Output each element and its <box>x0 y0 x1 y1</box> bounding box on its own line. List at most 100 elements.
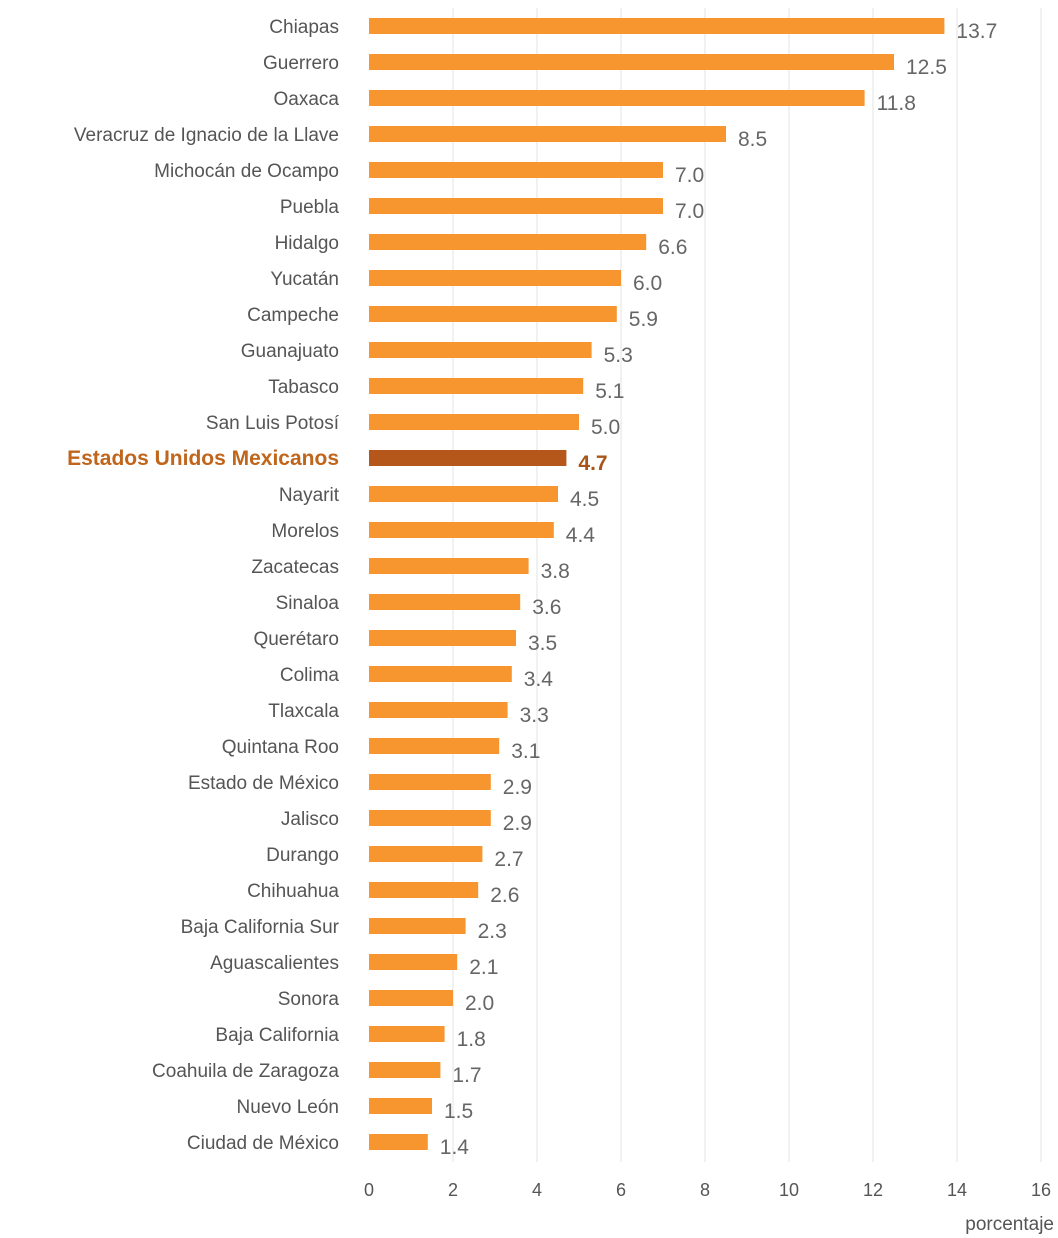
value-label: 8.5 <box>738 128 767 151</box>
value-label: 2.0 <box>465 992 494 1015</box>
category-label: Chihuahua <box>247 881 339 902</box>
category-label: Colima <box>280 665 340 686</box>
value-label: 6.0 <box>633 272 662 295</box>
bar <box>369 414 579 430</box>
x-tick-label: 12 <box>863 1180 883 1200</box>
category-label: Quintana Roo <box>222 737 339 758</box>
value-label: 1.5 <box>444 1100 473 1123</box>
x-tick-label: 4 <box>532 1180 542 1200</box>
category-label: Tabasco <box>268 377 339 398</box>
bar <box>369 306 617 322</box>
bar <box>369 1098 432 1114</box>
value-labels: 13.7 12.5 11.8 8.5 7.0 7.0 6.6 6.0 5.9 5.3 5.1 5.0 4… <box>440 20 997 1159</box>
category-labels: Chiapas Guerrero Oaxaca Veracruz de Ignacio… <box>67 17 340 1154</box>
bar <box>369 162 663 178</box>
bar <box>369 846 483 862</box>
category-label: Veracruz de Ignacio de la Llave <box>74 125 339 146</box>
value-label: 5.1 <box>595 380 624 403</box>
value-label: 5.0 <box>591 416 620 439</box>
value-label: 2.1 <box>469 956 498 979</box>
bars <box>369 18 945 1150</box>
value-label: 7.0 <box>675 164 704 187</box>
value-label: 6.6 <box>658 236 687 259</box>
bar <box>369 54 894 70</box>
category-label: Querétaro <box>253 629 339 650</box>
bar <box>369 486 558 502</box>
value-label: 3.4 <box>524 668 554 691</box>
value-label: 11.8 <box>877 92 916 115</box>
value-label: 2.6 <box>490 884 519 907</box>
bar <box>369 90 865 106</box>
bar <box>369 882 479 898</box>
x-tick-label: 8 <box>700 1180 710 1200</box>
bar <box>369 342 592 358</box>
category-label: Morelos <box>271 521 339 542</box>
value-label: 2.7 <box>494 848 523 871</box>
value-label: 7.0 <box>675 200 704 223</box>
category-label: Chiapas <box>269 17 339 38</box>
category-label: Michocán de Ocampo <box>154 161 339 182</box>
x-axis-title: porcentaje <box>965 1214 1054 1235</box>
category-label: Aguascalientes <box>210 953 339 974</box>
value-label: 5.3 <box>604 344 633 367</box>
category-label: Baja California <box>215 1025 339 1046</box>
bar <box>369 594 521 610</box>
bar <box>369 558 529 574</box>
category-label-highlight: Estados Unidos Mexicanos <box>67 447 339 470</box>
category-label: Jalisco <box>281 809 339 830</box>
value-label: 4.5 <box>570 488 599 511</box>
bar <box>369 1062 441 1078</box>
value-label: 2.9 <box>503 776 532 799</box>
category-label: Coahuila de Zaragoza <box>152 1061 339 1082</box>
category-label: Zacatecas <box>251 557 339 578</box>
x-tick-label: 6 <box>616 1180 626 1200</box>
bar-highlight <box>369 450 567 466</box>
x-tick-label: 0 <box>364 1180 374 1200</box>
category-label: Oaxaca <box>274 89 340 110</box>
bar <box>369 378 584 394</box>
category-label: Baja California Sur <box>181 917 340 938</box>
x-tick-label: 2 <box>448 1180 458 1200</box>
value-label: 3.8 <box>541 560 570 583</box>
value-label: 3.6 <box>532 596 561 619</box>
bar <box>369 198 663 214</box>
bar <box>369 630 516 646</box>
category-label: Yucatán <box>270 269 339 290</box>
category-label: Nayarit <box>279 485 340 506</box>
category-label: Durango <box>266 845 339 866</box>
category-label: Tlaxcala <box>268 701 339 722</box>
category-label: San Luis Potosí <box>206 413 340 434</box>
value-label: 2.9 <box>503 812 532 835</box>
x-axis-ticks: 0 2 4 6 8 10 12 14 16 <box>364 1180 1051 1200</box>
category-label: Estado de México <box>188 773 339 794</box>
value-label: 4.4 <box>566 524 596 547</box>
value-label: 3.5 <box>528 632 557 655</box>
category-label: Guerrero <box>263 53 339 74</box>
bar <box>369 1134 428 1150</box>
value-label-highlight: 4.7 <box>578 452 607 475</box>
bar <box>369 918 466 934</box>
x-tick-label: 10 <box>779 1180 799 1200</box>
bar <box>369 702 508 718</box>
bar <box>369 810 491 826</box>
bar <box>369 126 726 142</box>
category-label: Campeche <box>247 305 339 326</box>
category-label: Nuevo León <box>237 1097 339 1118</box>
value-label: 1.4 <box>440 1136 470 1159</box>
bar <box>369 954 458 970</box>
value-label: 13.7 <box>956 20 997 43</box>
bar <box>369 234 647 250</box>
category-label: Ciudad de México <box>187 1133 339 1154</box>
bar <box>369 990 453 1006</box>
category-label: Hidalgo <box>275 233 339 254</box>
value-label: 3.1 <box>511 740 540 763</box>
grid-lines <box>452 8 1042 1162</box>
value-label: 12.5 <box>906 56 947 79</box>
category-label: Sonora <box>278 989 340 1010</box>
x-tick-label: 16 <box>1031 1180 1051 1200</box>
category-label: Sinaloa <box>276 593 340 614</box>
bar <box>369 18 945 34</box>
value-label: 5.9 <box>629 308 658 331</box>
